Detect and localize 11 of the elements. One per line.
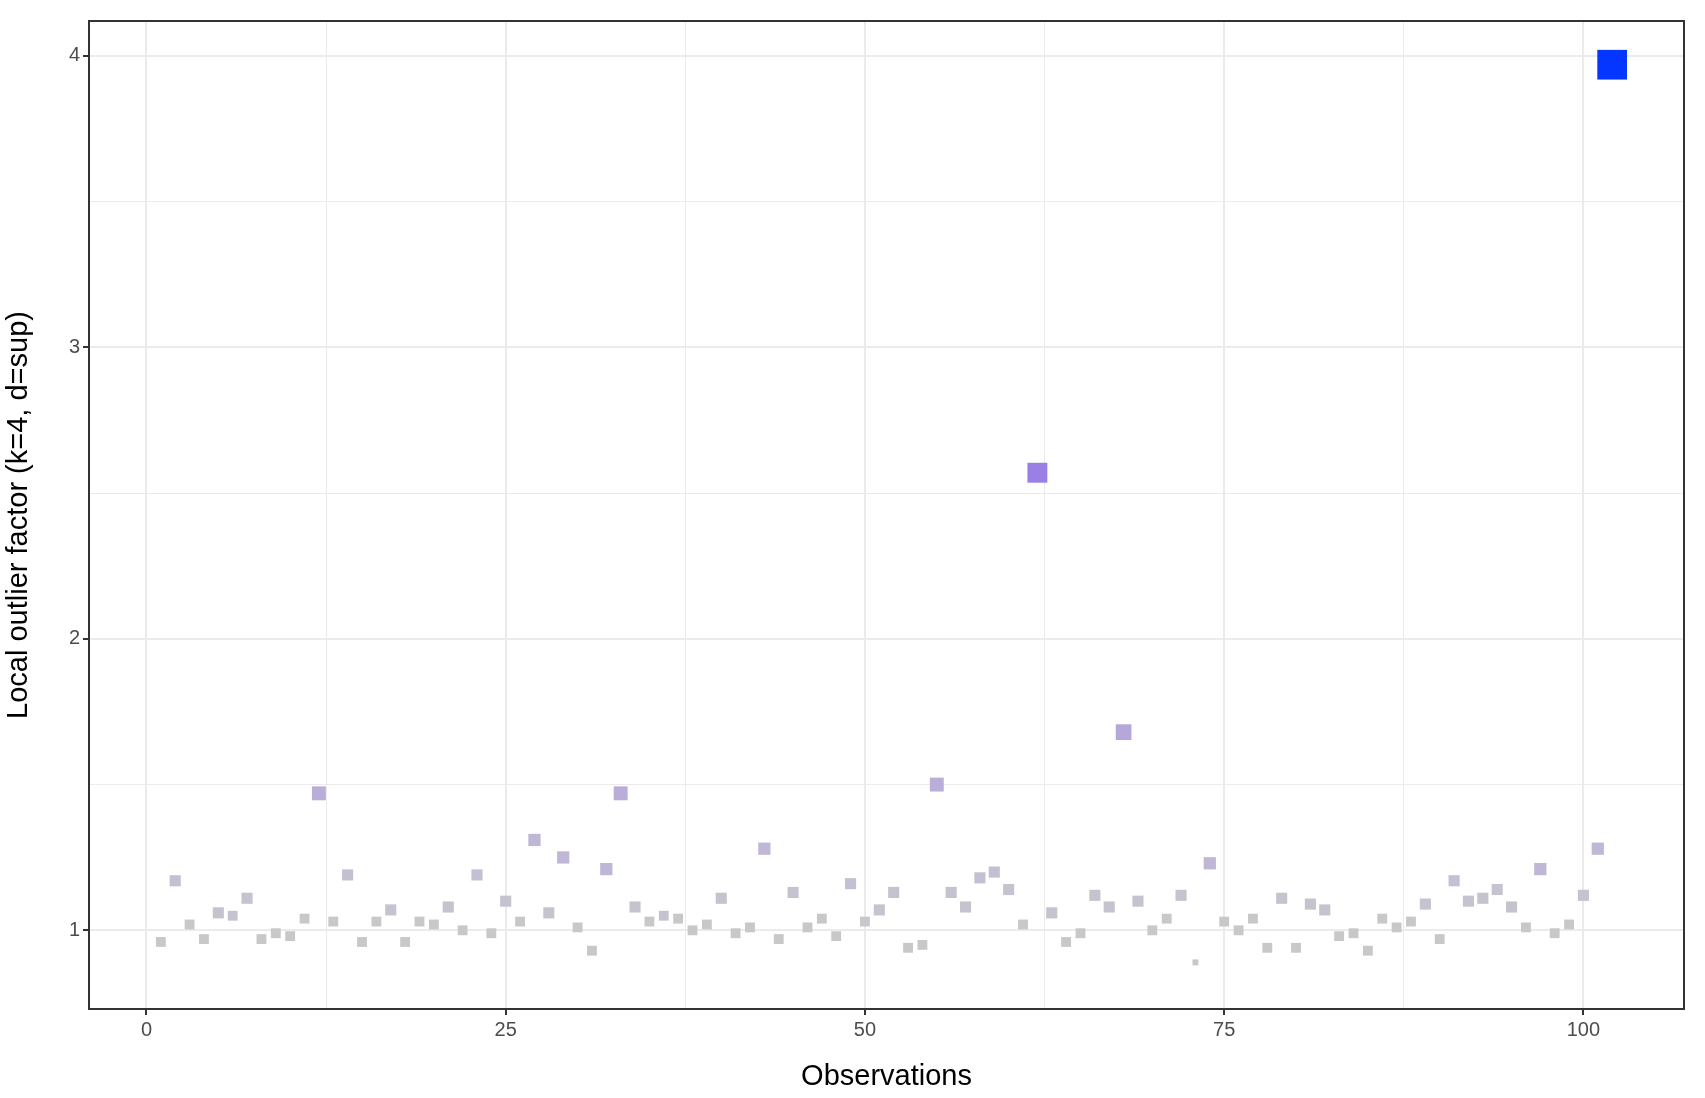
x-tick-label: 0: [140, 1017, 153, 1040]
x-tick-label: 25: [494, 1017, 517, 1040]
x-tick-label: 100: [1566, 1017, 1601, 1040]
y-tick-label: 4: [68, 43, 80, 66]
y-axis-title: Local outlier factor (k=4, d=sup): [1, 311, 34, 719]
y-tick-label: 2: [68, 626, 80, 649]
x-tick-label: 50: [853, 1017, 877, 1040]
x-axis-title: Observations: [801, 1058, 972, 1091]
x-tick-label: 75: [1213, 1017, 1236, 1040]
y-tick-label: 3: [68, 334, 80, 357]
y-tick-label: 1: [68, 917, 80, 940]
